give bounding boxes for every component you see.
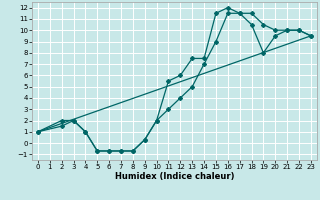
X-axis label: Humidex (Indice chaleur): Humidex (Indice chaleur) xyxy=(115,172,234,181)
